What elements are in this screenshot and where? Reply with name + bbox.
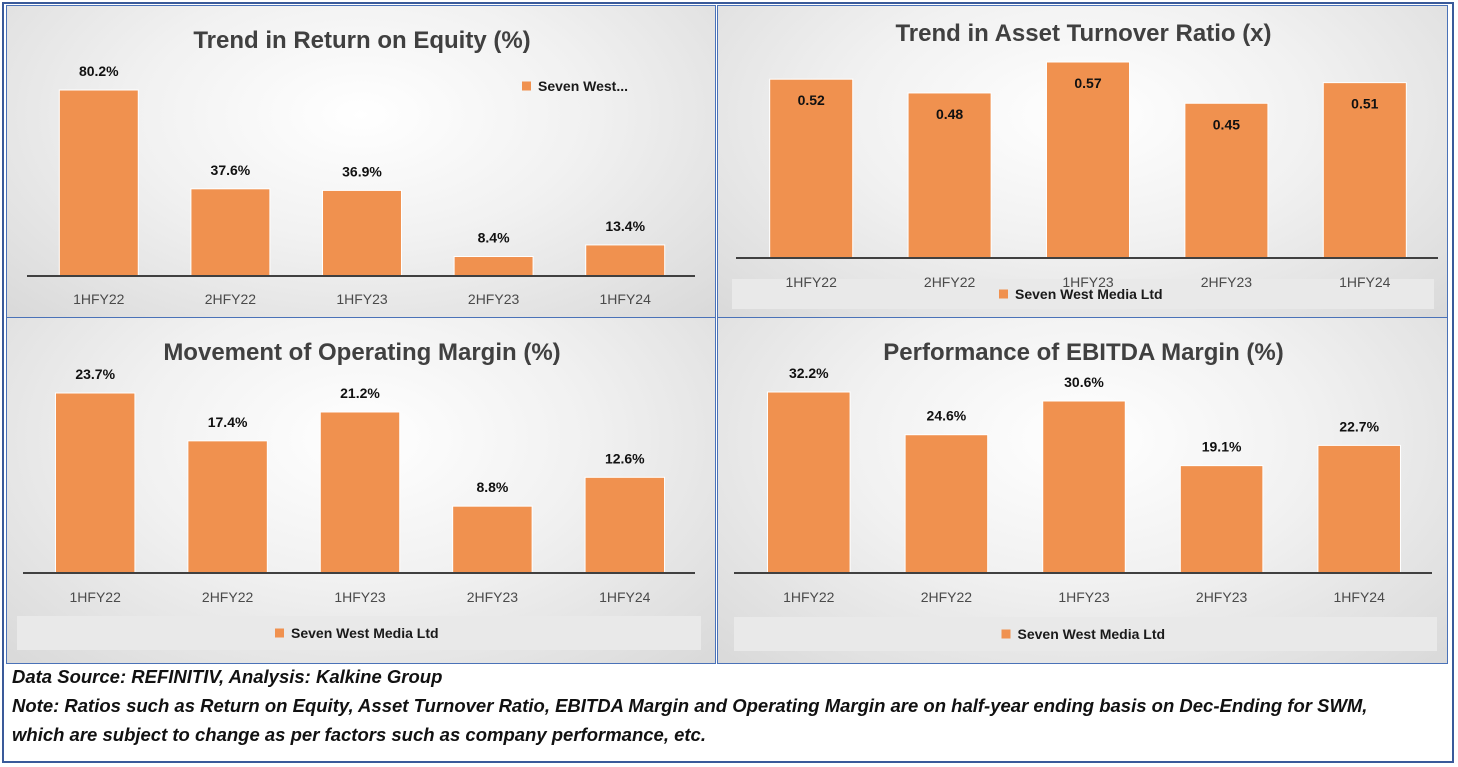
chart-title: Movement of Operating Margin (%) xyxy=(163,339,560,366)
legend-label: Seven West Media Ltd xyxy=(1018,626,1166,642)
chart-title: Trend in Return on Equity (%) xyxy=(193,27,530,54)
x-tick-label: 1HFY24 xyxy=(600,291,652,307)
legend-swatch xyxy=(999,289,1008,299)
x-tick-label: 2HFY22 xyxy=(202,589,254,605)
x-tick-label: 1HFY23 xyxy=(1058,589,1110,605)
x-tick-label: 1HFY24 xyxy=(1339,274,1391,290)
bar-2hfy22 xyxy=(907,92,992,259)
data-label: 0.57 xyxy=(1074,75,1101,91)
x-tick-label: 2HFY22 xyxy=(205,291,257,307)
note-text-line-1: Note: Ratios such as Return on Equity, A… xyxy=(12,695,1368,716)
legend-label: Seven West Media Ltd xyxy=(291,625,439,641)
footer: Data Source: REFINITIV, Analysis: Kalkin… xyxy=(12,662,1452,749)
operating-margin-chart: Movement of Operating Margin (%) 23.7% 17.… xyxy=(17,339,701,650)
bar-2hfy23 xyxy=(1184,102,1269,259)
bar-2hfy23 xyxy=(452,505,533,574)
bar-1hfy22 xyxy=(54,392,136,574)
note-text-line-2: which are subject to change as per facto… xyxy=(12,724,706,745)
bar-1hfy24 xyxy=(1322,82,1407,259)
bar-1hfy22 xyxy=(767,391,851,574)
data-label: 24.6% xyxy=(927,408,967,424)
legend-box xyxy=(17,616,701,650)
data-label: 0.45 xyxy=(1213,116,1240,132)
bar-2hfy22 xyxy=(904,434,989,574)
x-tick-label: 2HFY23 xyxy=(1196,589,1248,605)
bar-1hfy24 xyxy=(1317,444,1401,574)
x-tick-label: 2HFY22 xyxy=(921,589,973,605)
bar-1hfy23 xyxy=(322,189,402,277)
x-tick-label: 1HFY23 xyxy=(336,291,388,307)
roe-chart-panel: Trend in Return on Equity (%) 80.2% 37.6% 3… xyxy=(6,5,716,318)
chart-title: Performance of EBITDA Margin (%) xyxy=(883,339,1284,366)
legend-box xyxy=(734,617,1437,651)
bar-1hfy24 xyxy=(584,476,666,574)
data-label: 36.9% xyxy=(342,163,382,179)
x-tick-label: 1HFY22 xyxy=(70,589,122,605)
bar-2hfy23 xyxy=(453,256,534,277)
x-tick-label: 2HFY23 xyxy=(468,291,520,307)
legend-label: Seven West Media Ltd xyxy=(1015,286,1163,302)
x-tick-label: 2HFY23 xyxy=(1201,274,1253,290)
data-label: 23.7% xyxy=(75,366,115,382)
bar-1hfy22 xyxy=(769,78,854,259)
data-label: 8.4% xyxy=(478,230,510,246)
bar-1hfy24 xyxy=(585,244,666,277)
bar-1hfy23 xyxy=(1042,400,1126,574)
data-label: 17.4% xyxy=(208,414,248,430)
data-label: 19.1% xyxy=(1202,439,1242,455)
asset-turnover-chart: Trend in Asset Turnover Ratio (x) 0.52 0.4… xyxy=(732,20,1438,309)
ebitda-margin-chart: Performance of EBITDA Margin (%) 32.2% 24.… xyxy=(734,339,1437,651)
data-label: 0.51 xyxy=(1351,96,1378,112)
data-label: 32.2% xyxy=(789,365,829,381)
chart-title: Trend in Asset Turnover Ratio (x) xyxy=(895,20,1271,47)
legend-label: Seven West... xyxy=(538,78,628,94)
x-tick-label: 1HFY22 xyxy=(786,274,838,290)
data-label: 13.4% xyxy=(605,218,645,234)
data-label: 21.2% xyxy=(340,385,380,401)
bar-1hfy23 xyxy=(319,411,401,574)
data-label: 37.6% xyxy=(211,162,251,178)
bar-2hfy23 xyxy=(1179,465,1264,574)
data-label: 12.6% xyxy=(605,450,645,466)
x-tick-label: 1HFY22 xyxy=(73,291,125,307)
roe-chart: Trend in Return on Equity (%) 80.2% 37.6% 3… xyxy=(27,27,695,307)
legend-swatch xyxy=(275,628,284,638)
data-label: 8.8% xyxy=(476,479,508,495)
bar-1hfy22 xyxy=(58,89,139,277)
asset-turnover-chart-panel: Trend in Asset Turnover Ratio (x) 0.52 0.4… xyxy=(717,5,1448,318)
data-label: 0.52 xyxy=(798,92,825,108)
bar-2hfy22 xyxy=(187,440,268,574)
x-tick-label: 2HFY22 xyxy=(924,274,976,290)
x-tick-label: 1HFY24 xyxy=(1334,589,1386,605)
data-source-text: Data Source: REFINITIV, Analysis: Kalkin… xyxy=(12,666,443,687)
operating-margin-chart-panel: Movement of Operating Margin (%) 23.7% 17.… xyxy=(6,317,716,664)
ebitda-margin-chart-panel: Performance of EBITDA Margin (%) 32.2% 24.… xyxy=(717,317,1448,664)
bar-1hfy23 xyxy=(1045,61,1131,259)
data-label: 30.6% xyxy=(1064,374,1104,390)
legend-swatch xyxy=(522,81,531,91)
data-label: 22.7% xyxy=(1339,418,1379,434)
legend-swatch xyxy=(1001,629,1011,639)
data-label: 0.48 xyxy=(936,106,963,122)
x-tick-label: 1HFY23 xyxy=(334,589,386,605)
x-tick-label: 1HFY22 xyxy=(783,589,835,605)
data-label: 80.2% xyxy=(79,63,119,79)
x-tick-label: 1HFY24 xyxy=(599,589,651,605)
legend-box xyxy=(732,279,1434,309)
bar-2hfy22 xyxy=(190,188,271,277)
x-tick-label: 2HFY23 xyxy=(467,589,519,605)
x-tick-label: 1HFY23 xyxy=(1062,274,1114,290)
